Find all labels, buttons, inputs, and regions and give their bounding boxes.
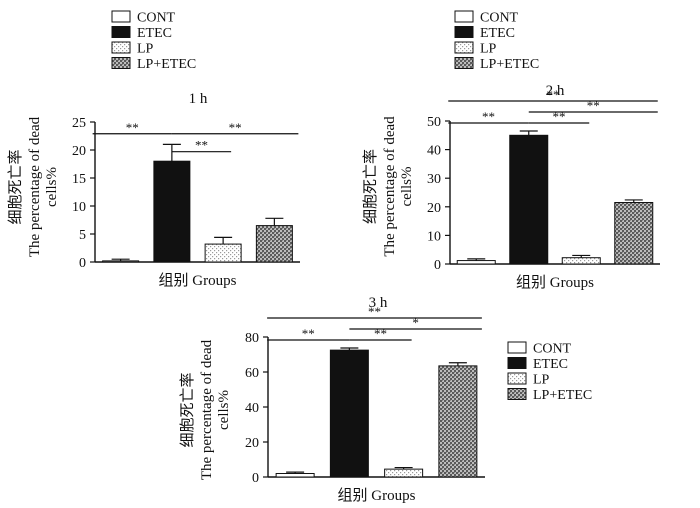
y-axis-label-ylabel-en_1: The percentage of dead (27, 116, 43, 257)
x-axis-label: 组别 Groups (516, 274, 594, 291)
legend-label: LP+ETEC (480, 57, 539, 72)
significance-label: ** (374, 326, 387, 341)
y-tick-label: 50 (427, 115, 441, 130)
y-tick-label: 60 (245, 366, 259, 381)
y-tick-label: 40 (427, 144, 441, 159)
bar-cont (275, 473, 315, 478)
bar-etec (153, 160, 191, 263)
bar-cont (102, 260, 140, 263)
y-tick-label: 25 (72, 116, 86, 131)
legend-label: LP+ETEC (137, 57, 196, 72)
legend-label: ETEC (533, 357, 568, 372)
bar-lp-etec (438, 365, 478, 478)
significance-label: ** (195, 138, 208, 153)
significance-label: ** (553, 109, 566, 124)
chart-title: 3 h (369, 295, 388, 311)
legend-label: CONT (533, 342, 572, 357)
legend-swatch (507, 388, 527, 400)
y-axis-label-ylabel-en_1: The percentage of dead (199, 339, 215, 480)
legend-label: CONT (137, 11, 176, 26)
legend-swatch (454, 41, 474, 54)
y-tick-label: 20 (245, 436, 259, 451)
significance-label: ** (302, 326, 315, 341)
y-tick-label: 30 (427, 172, 441, 187)
legend-swatch (507, 341, 527, 354)
bar-lp (384, 468, 424, 478)
significance-label: ** (547, 87, 560, 102)
bar-etec (509, 134, 549, 265)
legend-label: LP+ETEC (533, 388, 592, 403)
y-axis-label-ylabel-cn: 细胞死亡率 (362, 149, 379, 224)
legend-swatch (507, 357, 527, 369)
legend-swatch (111, 26, 131, 38)
legend-swatch (111, 10, 131, 23)
y-tick-label: 0 (434, 258, 441, 273)
significance-label: ** (126, 120, 139, 135)
significance-label: ** (368, 304, 381, 319)
legend-label: LP (137, 42, 154, 57)
x-axis-label: 组别 Groups (338, 487, 416, 504)
legend-label: CONT (480, 11, 519, 26)
y-tick-label: 5 (79, 228, 86, 243)
bar-cont (456, 260, 496, 265)
y-axis-label-ylabel-en_2: cells% (399, 167, 415, 207)
bar-lp-etec (614, 202, 654, 265)
significance-label: ** (229, 120, 242, 135)
legend-swatch (111, 57, 131, 69)
y-tick-label: 0 (79, 256, 86, 271)
significance-label: ** (587, 98, 600, 113)
y-axis-label-ylabel-en_1: The percentage of dead (382, 116, 398, 257)
y-axis-label-ylabel-en_2: cells% (216, 390, 232, 430)
bar-lp (561, 257, 601, 265)
y-tick-label: 15 (72, 172, 86, 187)
y-tick-label: 10 (427, 229, 441, 244)
significance-label: ** (482, 109, 495, 124)
legend-swatch (454, 10, 474, 23)
y-axis-label-ylabel-en_2: cells% (44, 167, 60, 207)
y-axis-label-ylabel-cn: 细胞死亡率 (179, 372, 196, 447)
y-axis-label-ylabel-cn: 细胞死亡率 (7, 149, 24, 224)
bar-lp-etec (255, 225, 293, 263)
significance-label: * (412, 315, 419, 330)
legend-label: LP (480, 42, 497, 57)
x-axis-label: 组别 Groups (159, 272, 237, 289)
y-tick-label: 20 (72, 144, 86, 159)
chart-title: 2 h (546, 83, 565, 99)
legend-label: ETEC (480, 26, 515, 41)
bar-lp (204, 243, 242, 263)
bar-etec (329, 349, 369, 478)
legend-label: LP (533, 373, 550, 388)
y-tick-label: 20 (427, 201, 441, 216)
legend-swatch (111, 41, 131, 54)
y-tick-label: 40 (245, 401, 259, 416)
legend-swatch (454, 57, 474, 69)
legend-swatch (454, 26, 474, 38)
legend-label: ETEC (137, 26, 172, 41)
chart-title: 1 h (189, 91, 208, 107)
y-tick-label: 80 (245, 331, 259, 346)
y-tick-label: 10 (72, 200, 86, 215)
y-tick-label: 0 (252, 471, 259, 486)
legend-swatch (507, 372, 527, 385)
